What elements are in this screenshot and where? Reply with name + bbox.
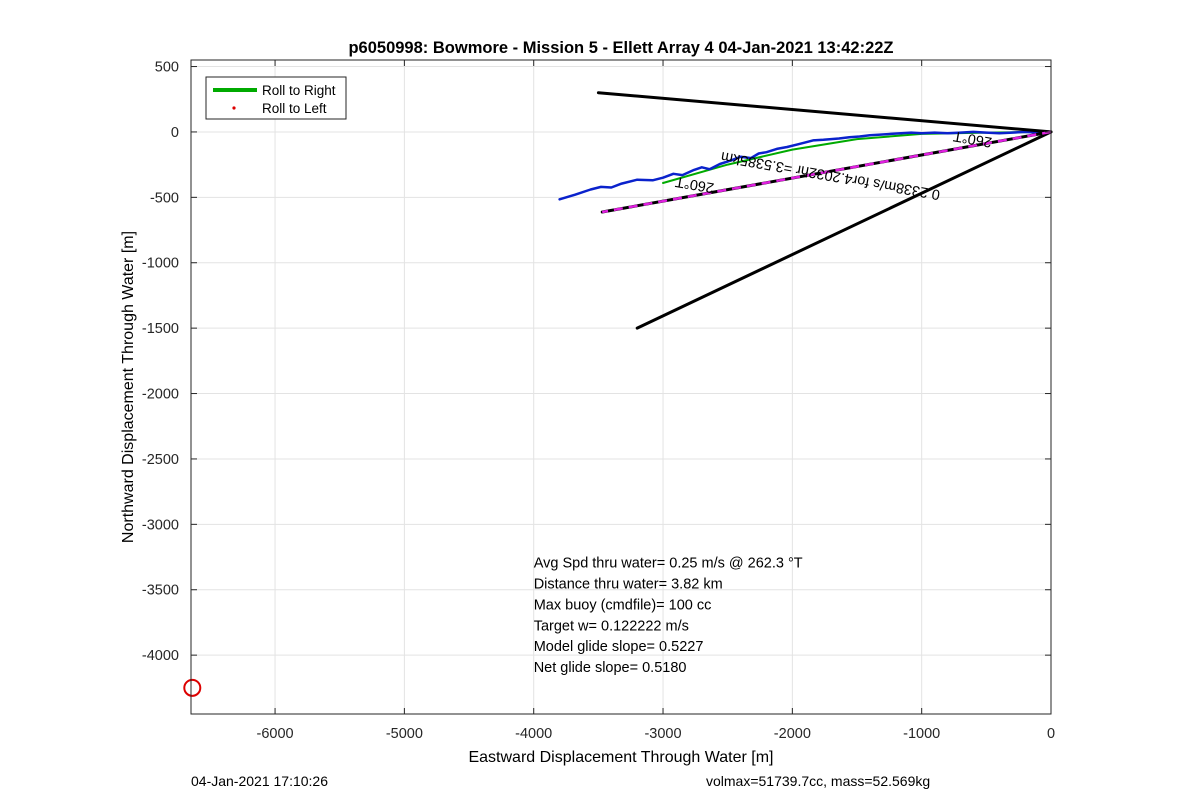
x-tick-label: -2000 <box>774 726 811 742</box>
legend: Roll to Right Roll to Left <box>205 76 347 120</box>
x-axis-label: Eastward Displacement Through Water [m] <box>468 749 773 766</box>
y-tick-label: -1000 <box>142 256 179 272</box>
y-tick-label: -2500 <box>142 452 179 468</box>
legend-label-roll-left: Roll to Left <box>262 101 327 116</box>
footer-timestamp: 04-Jan-2021 17:10:26 <box>191 773 328 789</box>
x-tick-label: -1000 <box>903 726 940 742</box>
annotation-5: Max buoy (cmdfile)= 100 cc <box>534 597 712 613</box>
x-tick-label: -4000 <box>515 726 552 742</box>
series-line-2 <box>596 91 1053 134</box>
y-tick-label: -1500 <box>142 321 179 337</box>
annotation-1: 260°T <box>952 127 993 150</box>
annotation-6: Target w= 0.122222 m/s <box>534 618 689 634</box>
annotation-0: 260°T <box>674 173 715 196</box>
axes-box <box>190 59 1052 715</box>
legend-label-roll-right: Roll to Right <box>262 83 336 98</box>
y-tick-label: -3000 <box>142 517 179 533</box>
y-tick-label: 0 <box>171 125 179 141</box>
y-tick-label: -3500 <box>142 583 179 599</box>
endpoint-marker <box>183 678 202 697</box>
y-tick-label: -2000 <box>142 387 179 403</box>
x-tick-label: -6000 <box>257 726 294 742</box>
y-tick-label: 500 <box>155 60 179 76</box>
y-tick-label: -500 <box>150 190 179 206</box>
grid-lines <box>191 60 1052 714</box>
y-tick-label: -4000 <box>142 648 179 664</box>
legend-swatch-roll-left <box>232 106 236 110</box>
series-line-5 <box>601 130 1052 214</box>
series-line-3 <box>635 130 1053 330</box>
x-tick-label: -5000 <box>386 726 423 742</box>
footer-params: volmax=51739.7cc, mass=52.569kg <box>706 773 931 789</box>
x-tick-label: -3000 <box>644 726 681 742</box>
annotation-8: Net glide slope= 0.5180 <box>534 660 687 676</box>
annotation-3: Avg Spd thru water= 0.25 m/s @ 262.3 °T <box>534 556 803 572</box>
legend-box <box>205 76 347 120</box>
annotation-7: Model glide slope= 0.5227 <box>534 639 704 655</box>
y-axis-label: Northward Displacement Through Water [m] <box>120 231 137 543</box>
plot-data <box>183 91 1053 697</box>
chart-title: p6050998: Bowmore - Mission 5 - Ellett A… <box>348 39 893 57</box>
annotation-4: Distance thru water= 3.82 km <box>534 576 723 592</box>
axis-ticks: -6000 -5000 -4000 -3000 -2000 -1000 0 500 0 -500 -… <box>142 60 1055 742</box>
x-tick-label: 0 <box>1047 726 1055 742</box>
series-line-1 <box>558 130 1053 201</box>
